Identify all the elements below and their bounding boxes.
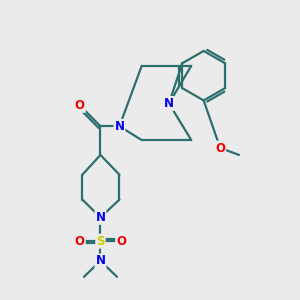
Text: O: O <box>75 235 85 248</box>
Text: S: S <box>96 235 105 248</box>
Text: O: O <box>75 99 85 112</box>
Text: N: N <box>164 97 174 110</box>
Text: O: O <box>116 235 126 248</box>
Text: N: N <box>115 120 124 133</box>
Text: O: O <box>215 142 225 154</box>
Text: N: N <box>95 211 106 224</box>
Text: N: N <box>95 254 106 268</box>
